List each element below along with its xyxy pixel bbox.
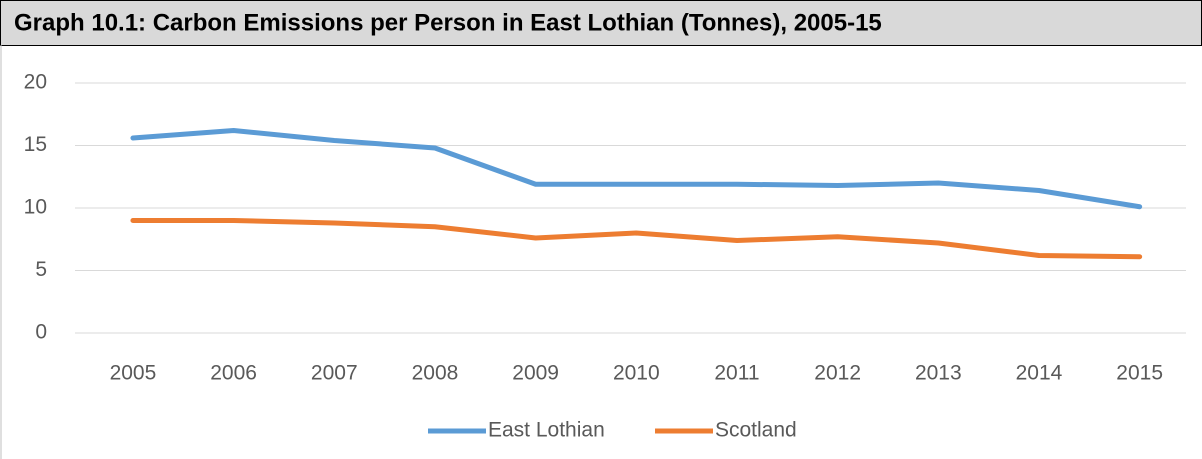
x-tick-label: 2010	[613, 362, 660, 385]
legend-label: East Lothian	[488, 419, 605, 442]
title-bar	[0, 0, 1202, 46]
x-tick-label: 2015	[1116, 362, 1163, 385]
chart-title: Graph 10.1: Carbon Emissions per Person …	[14, 9, 882, 36]
x-tick-label: 2005	[110, 362, 157, 385]
series-line	[130, 128, 1143, 210]
x-tick-label: 2006	[210, 362, 257, 385]
x-tick-label: 2012	[814, 362, 861, 385]
y-tick-label: 5	[35, 258, 47, 281]
series-line	[130, 218, 1143, 260]
x-tick-label: 2013	[915, 362, 962, 385]
y-tick-label: 0	[35, 321, 47, 344]
x-tick-label: 2011	[714, 362, 759, 385]
y-tick-label: 15	[24, 133, 47, 156]
x-tick-label: 2014	[1016, 362, 1063, 385]
y-tick-label: 20	[24, 71, 47, 94]
x-tick-label: 2007	[311, 362, 358, 385]
x-tick-label: 2008	[412, 362, 459, 385]
y-tick-label: 10	[24, 196, 47, 219]
x-tick-label: 2009	[512, 362, 559, 385]
legend-label: Scotland	[715, 419, 797, 442]
